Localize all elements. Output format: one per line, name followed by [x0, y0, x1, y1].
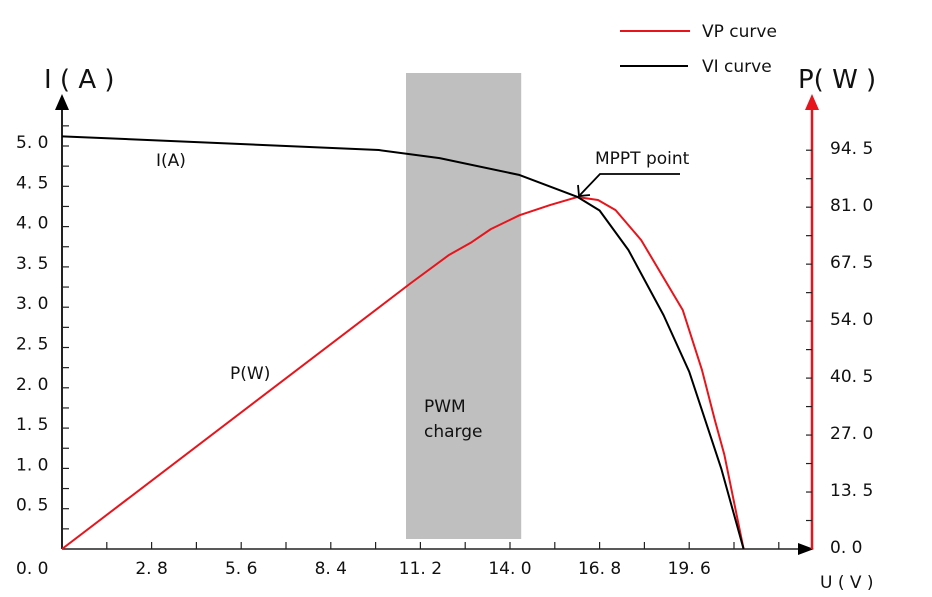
left-tick-label: 0. 5 [16, 496, 48, 516]
x-tick-label: 11. 2 [399, 559, 442, 579]
x-axis-arrow-icon [798, 543, 814, 555]
x-tick-label: 16. 8 [578, 559, 621, 579]
right-tick-label: 27. 0 [830, 424, 873, 444]
legend-vp-label: VP curve [702, 22, 777, 42]
left-tick-label: 2. 0 [16, 375, 48, 395]
right-tick-label: 13. 5 [830, 481, 873, 501]
pwm-label: PWM [424, 397, 466, 417]
right-axis-arrow-icon [805, 94, 819, 110]
x-tick-label: 19. 6 [668, 559, 711, 579]
left-tick-label: 3. 0 [16, 294, 48, 314]
pwm-charge-region [406, 73, 522, 539]
right-tick-label: 67. 5 [830, 253, 873, 273]
vp-curve [61, 196, 745, 550]
right-tick-label: 0. 0 [830, 538, 862, 558]
mppt-label: MPPT point [595, 149, 690, 169]
x-tick-label: 2. 8 [135, 559, 167, 579]
right-axis-title: P( W ) [798, 65, 876, 95]
legend: VP curve VI curve [620, 22, 777, 77]
axes [55, 94, 819, 555]
mppt-leader-line [579, 173, 680, 196]
left-tick-label: 1. 5 [16, 415, 48, 435]
x-origin-label: 0. 0 [16, 559, 48, 579]
x-tick-label: 5. 6 [225, 559, 257, 579]
left-tick-label: 1. 0 [16, 455, 48, 475]
charge-label: charge [424, 422, 482, 442]
left-tick-label: 3. 5 [16, 254, 48, 274]
left-axis-title: I ( A ) [44, 65, 115, 95]
right-tick-label: 54. 0 [830, 310, 873, 330]
ia-curve-label: I(A) [156, 151, 186, 171]
left-tick-label: 4. 0 [16, 214, 48, 234]
x-axis-title: U ( V ) [820, 573, 874, 593]
x-tick-label: 14. 0 [488, 559, 531, 579]
mppt-arrow-icon [577, 184, 591, 197]
x-tick-label: 8. 4 [315, 559, 347, 579]
pw-curve-label: P(W) [230, 364, 270, 384]
left-axis-arrow-icon [55, 94, 69, 110]
vi-curve [61, 135, 745, 550]
left-tick-label: 2. 5 [16, 335, 48, 355]
right-tick-label: 40. 5 [830, 367, 873, 387]
right-tick-label: 81. 0 [830, 196, 873, 216]
left-tick-label: 5. 0 [16, 133, 48, 153]
right-tick-label: 94. 5 [830, 139, 873, 159]
legend-vi-label: VI curve [702, 57, 772, 77]
left-tick-label: 4. 5 [16, 173, 48, 193]
